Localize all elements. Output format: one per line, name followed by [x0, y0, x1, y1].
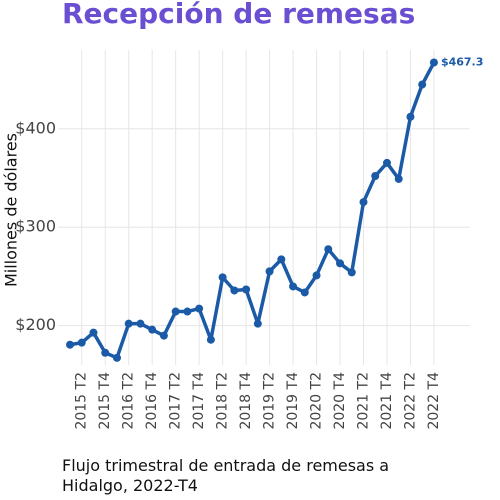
chart-title: Recepción de remesas — [62, 0, 415, 30]
point — [300, 288, 309, 297]
y-tick-label: $400 — [15, 118, 56, 137]
x-tick-label: 2016 T4 — [144, 372, 160, 430]
point — [89, 328, 98, 337]
point — [382, 158, 391, 167]
x-tick-label: 2018 T4 — [238, 372, 254, 430]
y-axis-label: Millones de dólares — [2, 133, 21, 287]
point — [206, 335, 215, 344]
point — [148, 325, 157, 334]
point — [159, 331, 168, 340]
point — [171, 307, 180, 316]
point — [277, 255, 286, 264]
line — [69, 61, 436, 360]
x-tick-label: 2022 T4 — [426, 372, 442, 430]
point — [230, 286, 239, 295]
point — [77, 338, 86, 347]
x-tick-label: 2021 T4 — [379, 372, 395, 430]
x-tick-label: 2021 T2 — [356, 372, 372, 430]
caption: Flujo trimestral de entrada de remesas a… — [62, 456, 390, 495]
plot: $200 $300 $400 2015 T2 2015 T4 2016 T2 2016 T4… — [15, 50, 483, 430]
point — [324, 245, 333, 254]
point — [312, 271, 321, 280]
x-tick-label: 2017 T4 — [191, 372, 207, 430]
point — [265, 267, 274, 276]
x-tick-label: 2017 T2 — [168, 372, 184, 430]
point — [289, 282, 298, 291]
point — [418, 80, 427, 89]
x-tick-label: 2015 T4 — [97, 372, 113, 430]
point — [183, 307, 192, 316]
point — [242, 285, 251, 294]
point — [394, 174, 403, 183]
x-tick-label: 2022 T2 — [402, 372, 418, 430]
point — [336, 259, 345, 268]
x-tick-label: 2019 T2 — [262, 372, 278, 430]
x-tick-label: 2018 T2 — [215, 372, 231, 430]
point — [101, 348, 110, 357]
point — [406, 112, 415, 121]
point — [429, 58, 438, 67]
x-tick-label: 2015 T2 — [74, 372, 90, 430]
point — [66, 340, 74, 349]
point — [195, 304, 204, 313]
x-tick-label: 2020 T4 — [332, 372, 348, 430]
point — [136, 319, 145, 328]
point — [371, 172, 380, 180]
x-tick-label: 2016 T2 — [121, 372, 137, 430]
point — [218, 273, 227, 282]
point — [253, 319, 262, 328]
point — [124, 319, 133, 328]
value-label: $467.3 — [441, 56, 483, 69]
point — [359, 198, 368, 207]
x-tick-label: 2020 T2 — [309, 372, 325, 430]
point — [347, 268, 356, 277]
y-tick-label: $300 — [15, 217, 56, 236]
point — [112, 353, 121, 362]
y-tick-label: $200 — [15, 315, 56, 334]
x-tick-label: 2019 T4 — [285, 372, 301, 430]
